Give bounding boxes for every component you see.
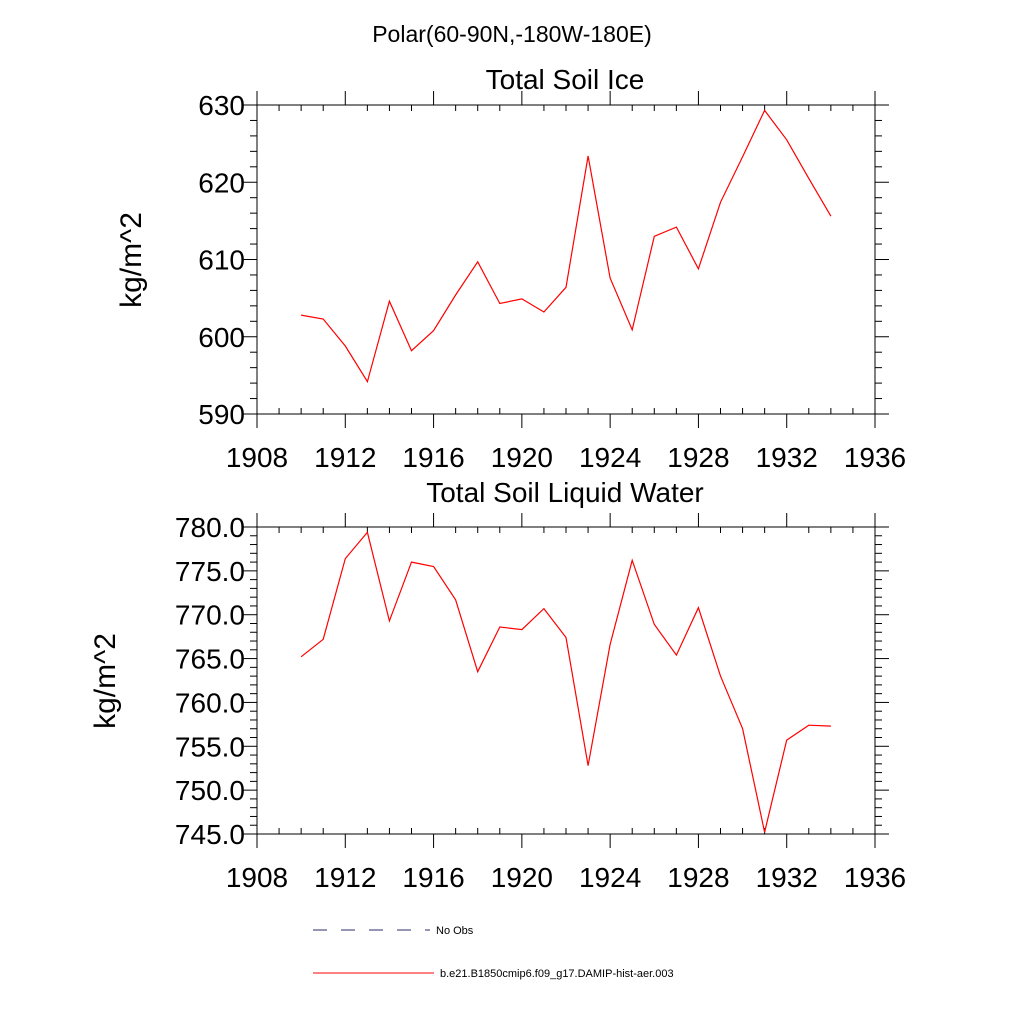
- y-tick-label: 620: [198, 167, 245, 198]
- x-tick-label: 1916: [402, 862, 464, 893]
- chart-title: Total Soil Ice: [486, 64, 645, 95]
- y-tick-label: 770.0: [175, 600, 245, 631]
- x-tick-label: 1924: [579, 862, 641, 893]
- y-axis-label: kg/m^2: [115, 212, 148, 308]
- y-tick-label: 745.0: [175, 819, 245, 850]
- y-tick-label: 780.0: [175, 512, 245, 543]
- x-tick-label: 1928: [667, 442, 729, 473]
- y-tick-label: 765.0: [175, 644, 245, 675]
- x-tick-label: 1912: [314, 442, 376, 473]
- series-line: [300, 531, 831, 833]
- legend-item-model-run: b.e21.B1850cmip6.f09_g17.DAMIP-hist-aer.…: [313, 968, 674, 980]
- y-axis-label: kg/m^2: [89, 633, 122, 729]
- chart-title: Total Soil Liquid Water: [426, 477, 704, 508]
- x-tick-label: 1908: [226, 442, 288, 473]
- chart-marks: 1908 1912 1916 1920 1924 1928 1932 1936 745.0 750…: [175, 512, 906, 893]
- y-tick-label: 600: [198, 322, 245, 353]
- x-tick-label: 1908: [226, 862, 288, 893]
- chart-total-soil-ice: Total Soil Ice kg/m^2 1908 1912 1916 1920 19…: [115, 64, 906, 473]
- x-tick-label: 1928: [667, 862, 729, 893]
- x-tick-label: 1924: [579, 442, 641, 473]
- x-tick-label: 1936: [844, 442, 906, 473]
- y-tick-label: 610: [198, 245, 245, 276]
- series-line: [300, 109, 832, 384]
- chart-total-soil-liquid-water: Total Soil Liquid Water kg/m^2 1908 1912 1…: [89, 477, 906, 893]
- x-tick-label: 1932: [756, 442, 818, 473]
- x-tick-label: 1920: [491, 862, 553, 893]
- y-tick-label: 755.0: [175, 731, 245, 762]
- y-tick-label: 590: [198, 399, 245, 430]
- legend-label: No Obs: [436, 925, 474, 937]
- x-tick-label: 1932: [756, 862, 818, 893]
- y-tick-label: 630: [198, 90, 245, 121]
- legend: No Obs b.e21.B1850cmip6.f09_g17.DAMIP-hi…: [313, 925, 674, 980]
- x-tick-label: 1920: [491, 442, 553, 473]
- x-tick-label: 1912: [314, 862, 376, 893]
- legend-label: b.e21.B1850cmip6.f09_g17.DAMIP-hist-aer.…: [440, 968, 674, 980]
- y-tick-label: 750.0: [175, 775, 245, 806]
- x-tick-label: 1936: [844, 862, 906, 893]
- y-tick-label: 760.0: [175, 687, 245, 718]
- legend-item-no-obs: No Obs: [313, 925, 474, 937]
- x-tick-label: 1916: [402, 442, 464, 473]
- figure-title: Polar(60-90N,-180W-180E): [372, 21, 652, 47]
- chart-marks: 1908 1912 1916 1920 1924 1928 1932 1936 590 600 61…: [198, 90, 906, 473]
- y-tick-label: 775.0: [175, 556, 245, 587]
